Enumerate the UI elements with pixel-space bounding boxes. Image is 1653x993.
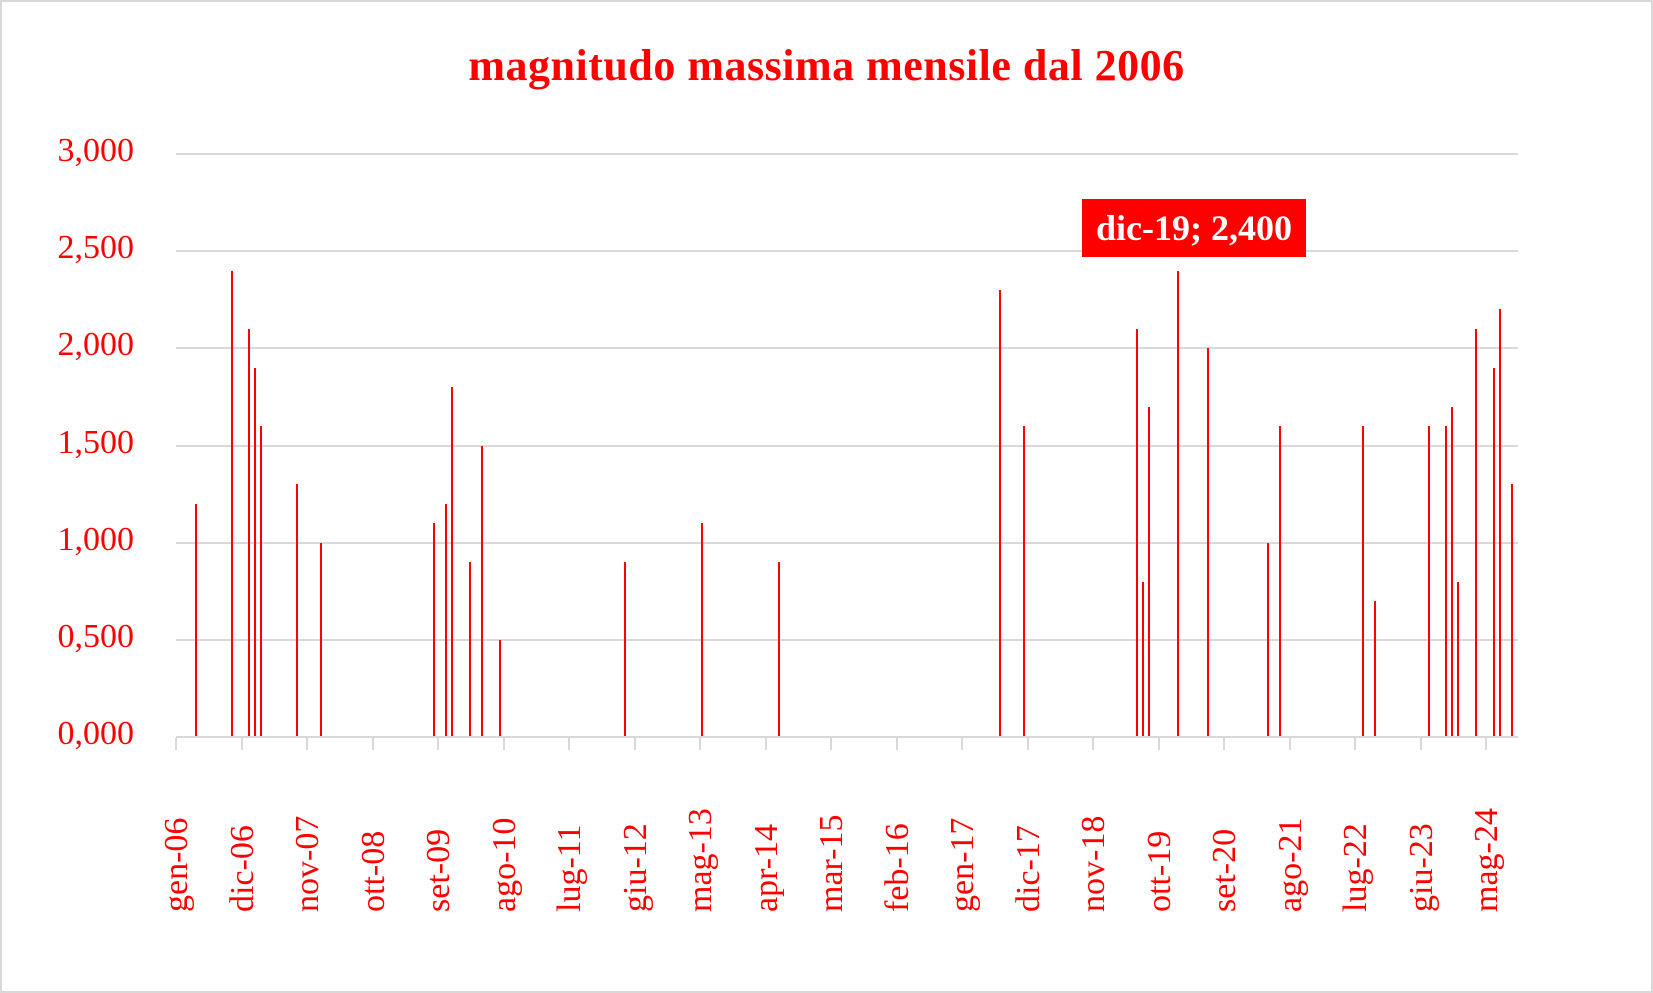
bar-giu-19: [1135, 328, 1138, 737]
bar-mag-20: [1207, 348, 1210, 737]
x-tick: [371, 738, 374, 750]
x-tick-label: ago-10: [485, 817, 523, 912]
x-tick-label: feb-16: [878, 823, 916, 912]
bar-giu-14: [778, 562, 781, 737]
x-tick: [895, 738, 898, 750]
x-tick: [1092, 738, 1095, 750]
bar-set-22: [1373, 600, 1376, 737]
gridline: [176, 153, 1518, 155]
y-tick-label: 2,500: [57, 229, 135, 267]
bar-lug-19: [1141, 581, 1144, 737]
x-tick-label: ott-08: [354, 830, 392, 912]
bar-giu-24: [1499, 309, 1501, 737]
x-tick: [240, 738, 243, 750]
x-tick: [175, 738, 177, 750]
bar-lug-10: [498, 639, 501, 737]
x-tick-label: lug-11: [551, 824, 589, 912]
y-tick-label: 0,500: [57, 617, 135, 655]
bar-feb-24: [1475, 328, 1478, 737]
x-tick-label: giu-12: [616, 823, 654, 912]
bar-ago-09: [433, 523, 436, 737]
gridline: [176, 638, 1518, 641]
bar-ott-06: [230, 270, 233, 737]
bar-giu-23: [1427, 426, 1430, 737]
x-tick-label: dic-17: [1009, 825, 1047, 912]
x-tick: [830, 738, 833, 750]
x-tick: [961, 738, 964, 750]
bar-gen-08: [319, 542, 322, 737]
bar-apr-10: [480, 445, 483, 737]
bar-ott-23: [1451, 406, 1454, 737]
x-tick-label: nov-07: [289, 815, 326, 912]
bar-mar-21: [1266, 542, 1269, 737]
x-tick: [1485, 738, 1488, 750]
chart-title: magnitudo massima mensile dal 2006: [468, 41, 1185, 90]
x-tick: [437, 738, 440, 750]
x-tick: [1419, 738, 1422, 750]
x-tick: [1223, 738, 1226, 750]
x-tick: [502, 738, 505, 750]
x-tick-label: mag-24: [1468, 808, 1506, 912]
bar-gen-07: [248, 328, 251, 737]
y-tick-label: 2,000: [57, 326, 135, 364]
x-tick: [1026, 738, 1029, 750]
x-tick-label: apr-14: [747, 823, 785, 912]
bar-set-07: [296, 484, 299, 737]
x-tick: [306, 738, 308, 750]
y-tick-label: 1,500: [57, 423, 135, 461]
bar-nov-17: [1022, 426, 1025, 737]
x-tick-label: gen-17: [944, 817, 982, 912]
bar-lug-17: [998, 290, 1001, 737]
bar-apr-12: [623, 562, 626, 737]
x-tick-label: ott-19: [1140, 830, 1178, 912]
x-axis-line: [176, 736, 1518, 738]
bar-mag-21: [1278, 426, 1281, 737]
bar-apr-06: [194, 503, 197, 737]
x-tick-label: mar-15: [813, 814, 851, 912]
gridline: [176, 250, 1518, 253]
bar-nov-09: [450, 387, 453, 737]
bar-ago-19: [1147, 406, 1150, 737]
gridline: [176, 444, 1518, 447]
gridline: [176, 347, 1518, 350]
bar-ott-09: [444, 503, 447, 737]
x-tick-label: set-20: [1206, 828, 1244, 912]
x-tick-label: dic-06: [223, 825, 261, 912]
x-tick: [1354, 738, 1357, 750]
bar-mar-07: [260, 426, 263, 737]
y-tick-label: 1,000: [57, 520, 135, 558]
bar-mag-24: [1493, 367, 1496, 737]
bar-feb-10: [468, 562, 471, 737]
x-tick: [764, 738, 767, 750]
x-tick-label: lug-22: [1337, 823, 1375, 912]
gridline: [176, 541, 1518, 544]
data-label-callout: dic-19; 2,400: [1082, 199, 1306, 257]
bar-set-23: [1445, 426, 1448, 737]
bar-nov-23: [1457, 581, 1460, 737]
x-tick-label: set-09: [420, 828, 458, 912]
bar-mag-13: [701, 523, 704, 737]
bar-lug-22: [1362, 426, 1365, 737]
bar-dic-19: [1177, 270, 1180, 737]
x-tick: [699, 738, 702, 750]
x-tick-label: giu-23: [1402, 823, 1440, 912]
x-tick-label: mag-13: [682, 808, 720, 912]
y-tick-label: 3,000: [57, 132, 135, 169]
x-tick-label: nov-18: [1075, 815, 1113, 912]
y-tick-label: 0,000: [57, 715, 135, 752]
x-tick-label: ago-21: [1271, 817, 1309, 912]
bar-ago-24: [1510, 484, 1513, 737]
x-tick: [633, 738, 636, 750]
x-tick: [1288, 738, 1291, 750]
x-tick: [1157, 738, 1160, 750]
bar-feb-07: [254, 367, 257, 737]
x-tick-label: gen-06: [158, 817, 195, 912]
x-tick: [568, 738, 571, 750]
